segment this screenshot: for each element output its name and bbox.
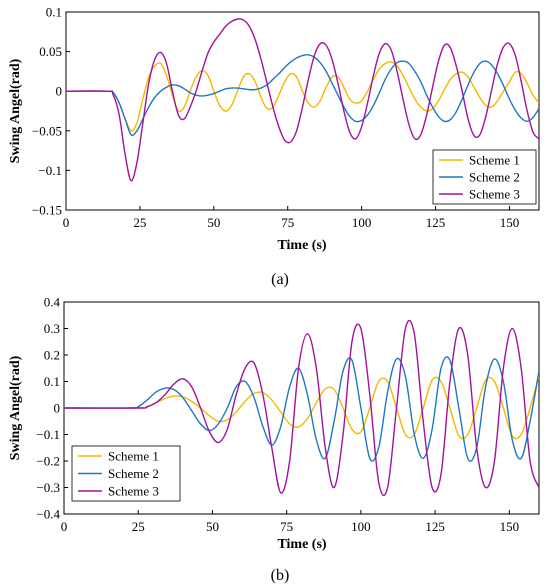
series-lines xyxy=(66,18,539,182)
x-tick-label: 50 xyxy=(206,519,219,534)
y-axis-label: Swing Angel(rad) xyxy=(8,355,23,460)
y-tick-label: 0.05 xyxy=(39,44,62,59)
y-tick-label: −0.2 xyxy=(36,454,60,469)
legend-label: Scheme 1 xyxy=(108,449,159,464)
x-tick-label: 25 xyxy=(132,519,145,534)
y-tick-label: −0.15 xyxy=(32,203,62,218)
y-tick-label: −0.1 xyxy=(38,163,62,178)
x-tick-label: 100 xyxy=(352,215,372,230)
x-tick-label: 0 xyxy=(61,519,68,534)
x-tick-label: 50 xyxy=(207,215,220,230)
y-tick-label: −0.3 xyxy=(36,480,60,495)
series-line-scheme-3 xyxy=(66,18,539,182)
y-tick-label: 0.3 xyxy=(44,321,60,336)
x-tick-label: 125 xyxy=(425,519,445,534)
x-axis-ticks: 0 25 50 75 100 125 150 xyxy=(63,206,519,230)
y-axis-ticks: −0.4 −0.3 −0.2 −0.1 0 0.1 0.2 0.3 0.4 xyxy=(36,295,68,522)
chart-b: 0 25 50 75 100 125 150 −0.4 −0.3 −0.2 −0.1 0 0.1 0.2… xyxy=(8,295,540,584)
y-tick-label: 0.1 xyxy=(44,374,60,389)
x-tick-label: 75 xyxy=(280,519,293,534)
x-tick-label: 125 xyxy=(426,215,446,230)
series-line-scheme-2 xyxy=(64,356,539,462)
x-tick-label: 150 xyxy=(500,519,520,534)
y-tick-label: −0.4 xyxy=(36,507,60,522)
y-axis-label: Swing Angel(rad) xyxy=(8,58,23,163)
x-tick-label: 75 xyxy=(281,215,294,230)
series-line-scheme-3 xyxy=(64,319,539,497)
x-tick-label: 100 xyxy=(351,519,371,534)
y-tick-label: 0 xyxy=(54,401,61,416)
x-axis-label: Time (s) xyxy=(277,537,326,552)
series-line-scheme-1 xyxy=(64,376,539,440)
legend: Scheme 1 Scheme 2 Scheme 3 xyxy=(432,149,537,205)
legend-label: Scheme 3 xyxy=(469,187,520,202)
series-lines xyxy=(64,319,539,497)
caption-a: (a) xyxy=(271,271,289,288)
legend-label: Scheme 3 xyxy=(108,484,159,499)
y-tick-label: 0.1 xyxy=(46,5,62,20)
plot-frame xyxy=(65,11,540,211)
y-tick-label: 0.4 xyxy=(44,295,61,310)
caption-b: (b) xyxy=(271,567,290,584)
legend: Scheme 1 Scheme 2 Scheme 3 xyxy=(71,445,181,502)
y-tick-label: 0 xyxy=(56,84,63,99)
x-tick-label: 150 xyxy=(500,215,520,230)
y-axis-ticks: −0.15 −0.1 −0.05 0 0.05 0.1 xyxy=(32,5,70,218)
y-tick-label: 0.2 xyxy=(44,348,60,363)
series-line-scheme-2 xyxy=(66,54,539,137)
legend-label: Scheme 2 xyxy=(108,466,159,481)
chart-a: 0 25 50 75 100 125 150 −0.15−0.1−0.0500.050.1 … xyxy=(8,5,540,288)
x-tick-label: 0 xyxy=(63,215,70,230)
x-axis-ticks: 0 25 50 75 100 125 150 xyxy=(61,510,519,534)
legend-label: Scheme 2 xyxy=(469,170,520,185)
legend-label: Scheme 1 xyxy=(469,153,520,168)
y-tick-label: −0.05 xyxy=(32,123,62,138)
x-tick-label: 25 xyxy=(133,215,146,230)
y-tick-label: −0.1 xyxy=(36,427,60,442)
x-axis-label: Time (s) xyxy=(277,238,326,253)
